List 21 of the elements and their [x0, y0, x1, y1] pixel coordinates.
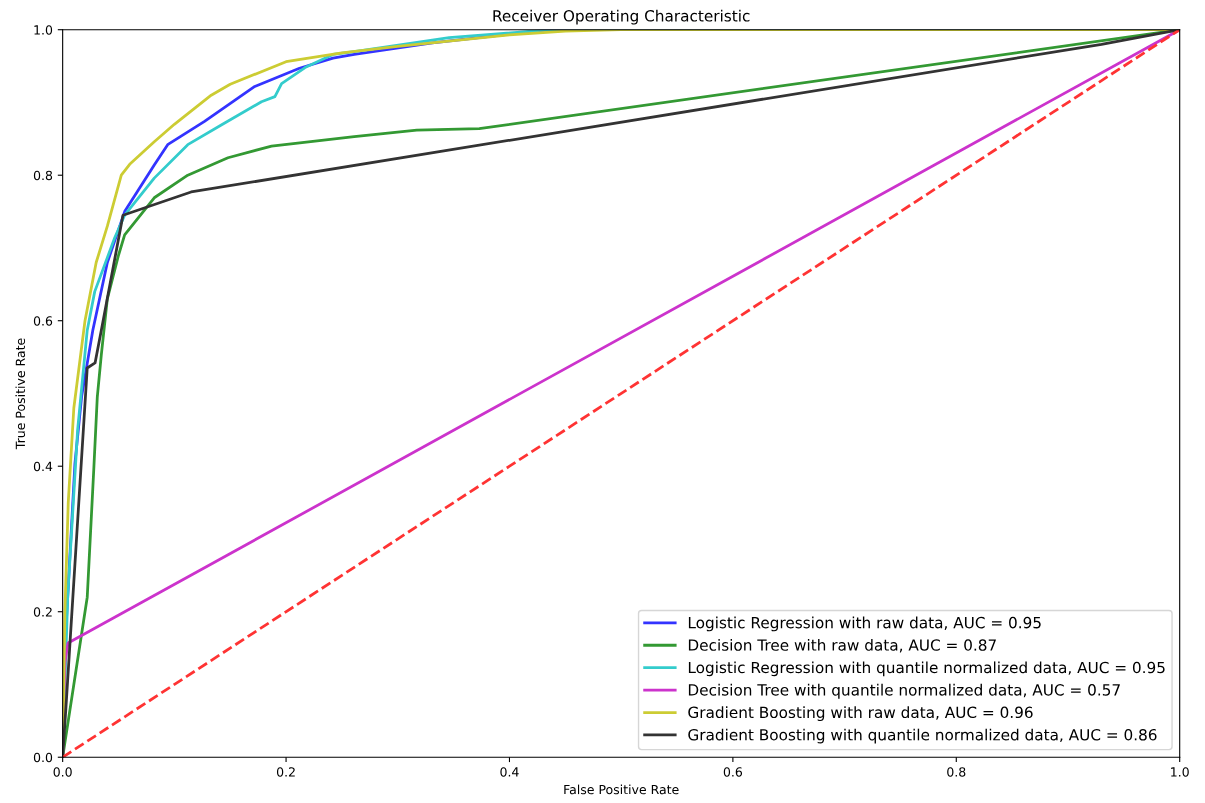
- y-tick-label: 1.0: [34, 25, 53, 35]
- x-axis-title: False Positive Rate: [564, 784, 679, 795]
- y-tick-label: 0.6: [33, 316, 53, 326]
- x-tick-label: 0.0: [53, 767, 72, 777]
- legend-label: Decision Tree with raw data, AUC = 0.87: [688, 638, 996, 653]
- y-tick-label: 0.0: [33, 752, 53, 763]
- y-tick-label: 0.8: [33, 170, 53, 181]
- legend-label: Logistic Regression with raw data, AUC = 0.95: [688, 616, 1041, 632]
- y-tick-label: 0.2: [33, 607, 52, 617]
- x-tick-label: 0.4: [500, 767, 519, 777]
- x-tick-label: 1.0: [1171, 767, 1189, 777]
- legend-label: Logistic Regression with quantile normalized data, AUC = 0.95: [688, 661, 1165, 677]
- y-tick-label: 0.4: [33, 461, 53, 472]
- legend-label: Gradient Boosting with raw data, AUC = 0.96: [688, 706, 1033, 722]
- legend-label: Gradient Boosting with quantile normalized data, AUC = 0.86: [688, 728, 1157, 744]
- legend-label: Decision Tree with quantile normalized data, AUC = 0.57: [688, 683, 1120, 699]
- y-axis-title: True Positive Rate: [15, 338, 26, 450]
- x-tick-label: 0.2: [276, 767, 295, 777]
- x-tick-label: 0.6: [723, 767, 743, 777]
- x-tick-label: 0.8: [947, 767, 966, 777]
- chart-title: Receiver Operating Characteristic: [493, 9, 750, 25]
